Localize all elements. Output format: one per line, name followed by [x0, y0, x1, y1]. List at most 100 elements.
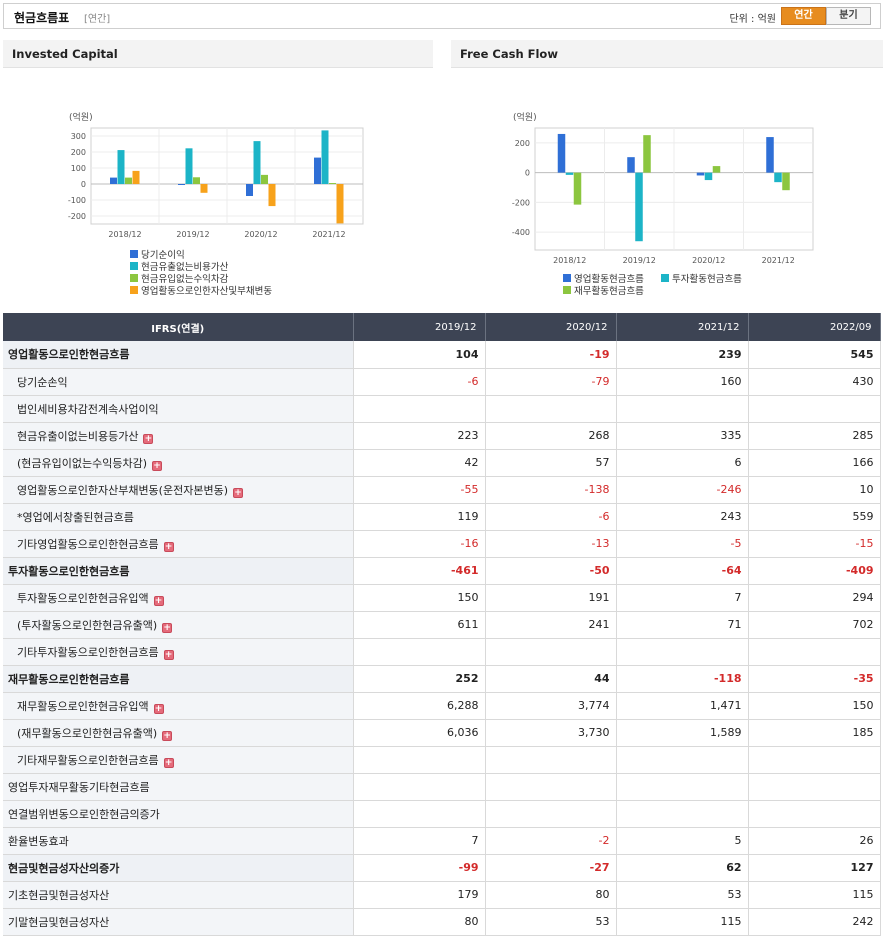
expand-plus-icon[interactable]: + — [152, 460, 163, 471]
row-label: 투자활동으로인한현금유입액 — [17, 591, 149, 605]
row-label: 재무활동으로인한현금흐름 — [8, 672, 130, 686]
value-cell: 430 — [748, 368, 881, 396]
value-cell: 243 — [616, 503, 749, 531]
table-row: 연결범위변동으로인한현금의증가 — [3, 800, 881, 828]
table-row: 영업활동으로인한자산부채변동(운전자본변동) + -55 -138 -246 10 — [3, 476, 881, 504]
value-cell — [748, 746, 881, 774]
value-cell — [485, 800, 617, 828]
value-cell — [748, 638, 881, 666]
table-row: 환율변동효과 7 -2 5 26 — [3, 827, 881, 855]
x-tick-label: 2018/12 — [108, 230, 141, 239]
expand-plus-icon[interactable]: + — [162, 730, 173, 741]
value-cell: 53 — [485, 908, 617, 936]
expand-plus-icon[interactable]: + — [143, 433, 154, 444]
value-cell — [353, 746, 486, 774]
legend-swatch — [130, 286, 138, 294]
y-tick-label: -200 — [68, 212, 86, 221]
bar — [314, 157, 321, 184]
invested-capital-panel: Invested Capital (억원) -200 -100 0 100 200 300 2… — [3, 40, 433, 302]
bar — [766, 137, 774, 173]
legend-label: 영업활동으로인한자산및부채변동 — [141, 285, 272, 297]
value-cell: 185 — [748, 719, 881, 747]
expand-plus-icon[interactable]: + — [163, 757, 174, 768]
column-header-period: 2022/09 — [748, 313, 881, 341]
bar — [557, 133, 566, 173]
tab-annual[interactable]: 연간 — [781, 7, 826, 25]
value-cell — [485, 773, 617, 801]
value-cell: 80 — [485, 881, 617, 909]
bar — [268, 184, 276, 207]
row-label: 기초현금및현금성자산 — [8, 888, 110, 902]
value-cell: -16 — [353, 530, 486, 558]
value-cell: -50 — [485, 557, 617, 585]
column-header-ifrs[interactable]: IFRS(연결) — [3, 313, 354, 341]
expand-plus-icon[interactable]: + — [162, 622, 173, 633]
table-row: (투자활동으로인한현금유출액) +611 241 71 702 — [3, 611, 881, 639]
x-tick-label: 2021/12 — [762, 256, 795, 265]
expand-plus-icon[interactable]: + — [153, 703, 164, 714]
value-cell: 104 — [353, 341, 486, 369]
value-cell: -6 — [485, 503, 617, 531]
bar — [329, 183, 336, 185]
expand-plus-icon[interactable]: + — [163, 541, 174, 552]
value-cell: -118 — [616, 665, 749, 693]
expand-plus-icon[interactable]: + — [153, 595, 164, 606]
legend-swatch — [130, 274, 138, 282]
value-cell — [485, 746, 617, 774]
row-label: *영업에서창출된현금흐름 — [17, 510, 134, 524]
table-row: (현금유입이없는수익등차감) +42 57 6 166 — [3, 449, 881, 477]
bar — [627, 157, 635, 173]
value-cell — [616, 395, 749, 423]
table-row: 법인세비용차감전계속사업이익 — [3, 395, 881, 423]
cash-flow-table: IFRS(연결) 2019/12 2020/12 2021/12 2022/09… — [3, 313, 881, 936]
value-cell: 702 — [748, 611, 881, 639]
value-cell: -246 — [616, 476, 749, 504]
bar — [178, 184, 185, 185]
expand-plus-icon[interactable]: + — [163, 649, 174, 660]
value-cell: 3,774 — [485, 692, 617, 720]
table-row: *영업에서창출된현금흐름 119 -6 243 559 — [3, 503, 881, 531]
table-row: 기타투자활동으로인한현금흐름 + — [3, 638, 881, 666]
row-label: 투자활동으로인한현금흐름 — [8, 564, 130, 578]
bar — [246, 184, 253, 196]
value-cell: 150 — [353, 584, 486, 612]
value-cell — [485, 395, 617, 423]
value-cell: -13 — [485, 530, 617, 558]
page-title: 현금흐름표 — [14, 11, 70, 25]
value-cell: -79 — [485, 368, 617, 396]
row-label: (현금유입이없는수익등차감) — [17, 456, 148, 470]
table-row: 투자활동으로인한현금유입액 +150 191 7 294 — [3, 584, 881, 612]
y-axis-unit-label: (억원) — [513, 111, 537, 123]
value-cell: 7 — [353, 827, 486, 855]
bar — [696, 172, 705, 176]
row-label-cell: 기타투자활동으로인한현금흐름 + — [3, 638, 354, 666]
value-cell: 150 — [748, 692, 881, 720]
bar — [635, 172, 643, 242]
legend-swatch — [563, 274, 571, 282]
row-label: 법인세비용차감전계속사업이익 — [17, 402, 159, 416]
row-label: 환율변동효과 — [8, 834, 69, 848]
legend-label: 영업활동현금흐름 — [574, 273, 644, 285]
expand-plus-icon[interactable]: + — [232, 487, 243, 498]
x-tick-label: 2019/12 — [623, 256, 656, 265]
value-cell: 1,471 — [616, 692, 749, 720]
value-cell: 115 — [748, 881, 881, 909]
row-label: (재무활동으로인한현금유출액) — [17, 726, 158, 740]
row-label-cell: 당기순손익 — [3, 368, 354, 396]
row-label: 현금유출이없는비용등가산 — [17, 429, 139, 443]
table-header-row: IFRS(연결) 2019/12 2020/12 2021/12 2022/09 — [3, 313, 881, 341]
row-label-cell: 기타재무활동으로인한현금흐름 + — [3, 746, 354, 774]
unit-label: 단위 : 억원 — [729, 14, 776, 25]
table-row: 당기순손익 -6 -79 160 430 — [3, 368, 881, 396]
legend-label: 투자활동현금흐름 — [672, 273, 742, 285]
value-cell — [748, 800, 881, 828]
row-label-cell: 기타영업활동으로인한현금흐름 + — [3, 530, 354, 558]
table-row: 현금유출이없는비용등가산 +223 268 335 285 — [3, 422, 881, 450]
value-cell: 1,589 — [616, 719, 749, 747]
cash-flow-table-container: IFRS(연결) 2019/12 2020/12 2021/12 2022/09… — [3, 313, 881, 936]
tab-quarterly[interactable]: 분기 — [826, 7, 871, 25]
value-cell: 42 — [353, 449, 486, 477]
value-cell: 252 — [353, 665, 486, 693]
value-cell: 191 — [485, 584, 617, 612]
value-cell: -5 — [616, 530, 749, 558]
